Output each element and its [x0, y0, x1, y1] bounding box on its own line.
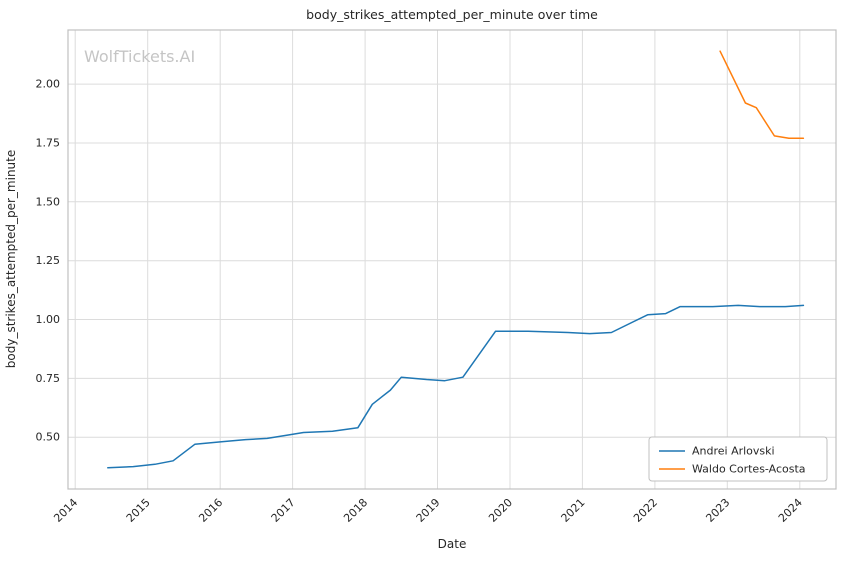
chart-title: body_strikes_attempted_per_minute over t… [306, 7, 598, 22]
plot-background-layer [68, 30, 836, 489]
series-line-andrei-arlovski [107, 304, 805, 469]
x-tick-label-2019: 2019 [414, 496, 443, 525]
y-tick-label-0.75: 0.75 [36, 372, 61, 385]
y-tick-label-1.25: 1.25 [36, 254, 61, 267]
legend: Andrei Arlovski Waldo Cortes-Acosta [648, 436, 828, 482]
y-tick-label-1: 1.00 [36, 313, 61, 326]
x-tick-label-2021: 2021 [559, 496, 588, 525]
x-tick-label-2016: 2016 [196, 496, 225, 525]
watermark: WolfTickets.AI [84, 47, 195, 66]
x-axis-label: Date [438, 537, 467, 551]
series-layer [107, 50, 805, 469]
x-tick-label-2024: 2024 [776, 496, 805, 525]
legend-box [648, 436, 828, 482]
x-tick-label-2015: 2015 [124, 496, 153, 525]
y-tick-label-2: 2.00 [36, 78, 61, 91]
x-tick-label-2022: 2022 [631, 496, 660, 525]
plot-area [68, 30, 836, 489]
legend-label-andrei-arlovski: Andrei Arlovski [692, 445, 775, 458]
x-tick-label-2018: 2018 [341, 496, 370, 525]
y-tick-label-1.75: 1.75 [36, 137, 61, 150]
y-tick-label-1.5: 1.50 [36, 195, 61, 208]
grid-layer [67, 29, 837, 490]
y-axis-label: body_strikes_attempted_per_minute [4, 150, 18, 368]
x-tick-label-2014: 2014 [51, 496, 80, 525]
x-tick-label-2017: 2017 [269, 496, 298, 525]
x-tick-label-2023: 2023 [703, 496, 732, 525]
x-tick-label-2020: 2020 [486, 496, 515, 525]
plot-border [67, 29, 837, 490]
series-line-waldo-cortes-acosta [719, 50, 805, 140]
y-tick-label-0.5: 0.50 [36, 431, 61, 444]
legend-label-waldo-cortes-acosta: Waldo Cortes-Acosta [692, 463, 806, 476]
